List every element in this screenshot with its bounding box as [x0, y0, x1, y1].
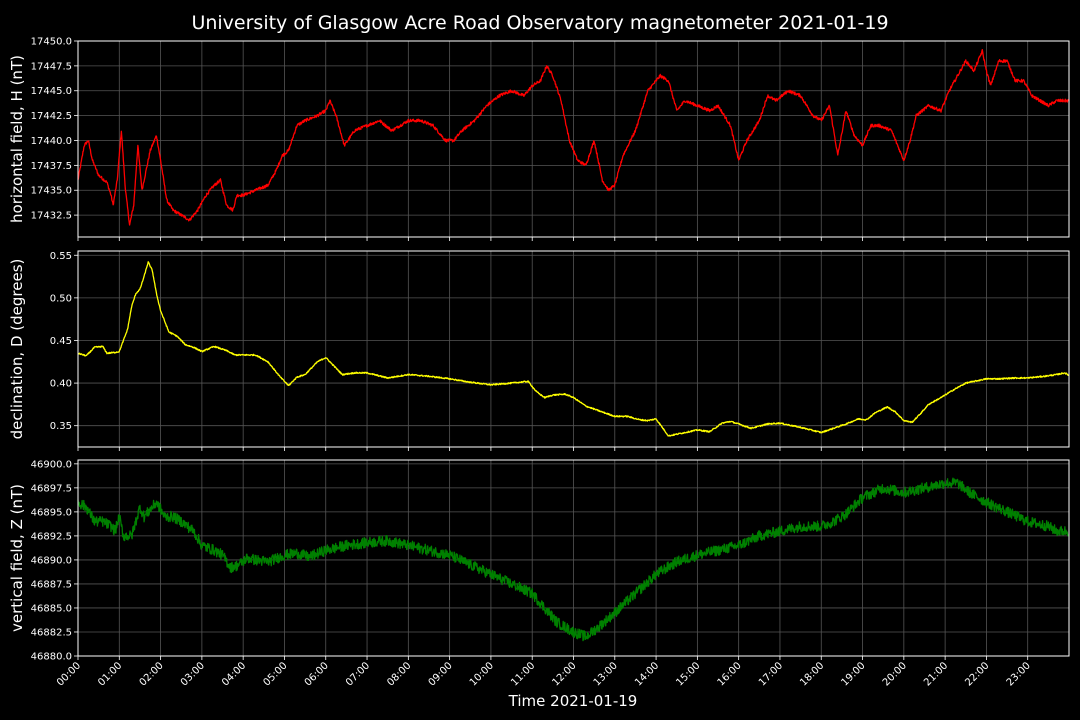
panel-z: 46880.0 46882.5 46885.0 46887.5 46890.0 46892… [8, 459, 1070, 663]
panel-h: 17432.5 17435.0 17437.5 17440.0 17442.5 17445… [8, 37, 1070, 241]
y-tick-label: 17442.5 [31, 111, 72, 122]
y-tick-label: 46895.0 [31, 507, 72, 518]
panel-frame [77, 459, 1070, 657]
y-tick-label: 0.50 [50, 293, 72, 304]
y-tick-label: 46892.5 [31, 531, 72, 542]
y-axis-label: declination, D (degrees) [8, 259, 26, 440]
series-line-h [77, 48, 1070, 226]
y-tick-label: 17435.0 [31, 186, 72, 197]
y-tick-label: 0.45 [50, 336, 72, 347]
y-tick-label: 46882.5 [31, 627, 72, 638]
y-tick-label: 46890.0 [31, 555, 72, 566]
series-line-z [77, 477, 1070, 642]
panel-frame [77, 40, 1070, 238]
y-tick-label: 46880.0 [31, 652, 72, 663]
y-tick-label: 17432.5 [31, 211, 72, 222]
y-tick-label: 0.55 [50, 251, 72, 262]
y-tick-label: 0.40 [50, 379, 72, 390]
figure-title: University of Glasgow Acre Road Observat… [191, 12, 888, 34]
y-tick-label: 46900.0 [31, 459, 72, 470]
y-tick-label: 17447.5 [31, 61, 72, 72]
y-tick-label: 17445.0 [31, 86, 72, 97]
x-axis-label: Time 2021-01-19 [508, 692, 638, 710]
y-tick-label: 0.35 [50, 421, 72, 432]
y-tick-label: 17440.0 [31, 136, 72, 147]
y-tick-label: 46887.5 [31, 579, 72, 590]
y-tick-label: 46885.0 [31, 603, 72, 614]
y-axis-label: vertical field, Z (nT) [8, 484, 26, 632]
panel-d: 0.35 0.40 0.45 0.50 0.55 declination, D (degr… [8, 250, 1070, 451]
series-line-d [77, 261, 1070, 437]
y-tick-label: 17450.0 [31, 37, 72, 48]
y-tick-label: 46897.5 [31, 483, 72, 494]
y-axis-label: horizontal field, H (nT) [8, 55, 26, 223]
panel-frame [77, 250, 1070, 448]
y-tick-label: 17437.5 [31, 161, 72, 172]
